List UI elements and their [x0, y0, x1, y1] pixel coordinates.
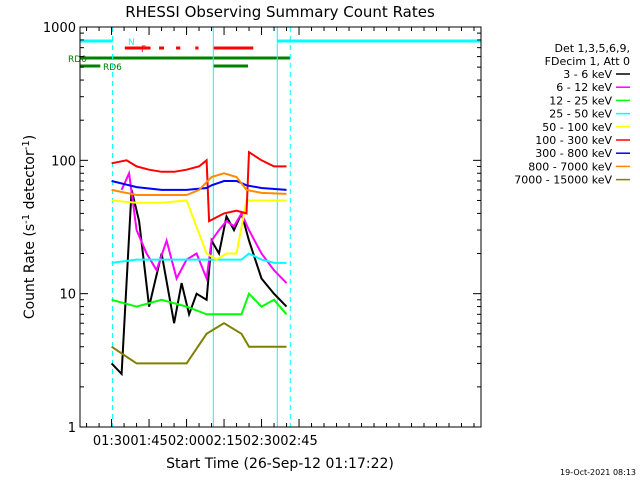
- x-tick-label: 02:15: [205, 434, 242, 449]
- x-tick-label: 01:30: [93, 434, 130, 449]
- y-axis-label-sup2: -1: [21, 140, 32, 150]
- chart-title: RHESSI Observing Summary Count Rates: [125, 3, 435, 21]
- footer-date: 19-Oct-2021 08:13: [560, 468, 636, 477]
- vertical-markers: [112, 27, 291, 427]
- y-tick-label: 1000: [43, 21, 76, 36]
- legend-label: 3 - 6 keV: [563, 68, 612, 81]
- y-tick-label: 10: [59, 288, 76, 303]
- y-tick-label: 1: [68, 421, 76, 436]
- status-label-n: N: [128, 38, 135, 48]
- series-line-800-7000-kev: [111, 172, 287, 196]
- y-axis-label-part1: Count Rate (s: [22, 224, 38, 319]
- y-axis-label-sup1: -1: [21, 214, 32, 224]
- x-axis-ticks: 01:30 01:45 02:00 02:15 02:30 02:45: [86, 27, 475, 449]
- legend-label: 100 - 300 keV: [535, 134, 612, 147]
- series-line-300-800-kev: [111, 180, 287, 191]
- status-label-rd0: RD0: [68, 55, 87, 65]
- x-axis-label: Start Time (26-Sep-12 01:17:22): [166, 456, 394, 472]
- series-line-3-6-kev: [110, 189, 288, 377]
- y-axis-ticks: 1 10 100 1000: [43, 21, 481, 436]
- legend-label: 800 - 7000 keV: [528, 160, 612, 173]
- legend-label: 300 - 800 keV: [535, 147, 612, 160]
- series-lines: [110, 150, 288, 377]
- series-line-12-25-kev: [111, 291, 288, 316]
- series-line-25-50-kev: [111, 252, 287, 264]
- series-line-50-100-kev: [111, 199, 287, 261]
- y-axis-label-part2: detector: [22, 150, 38, 214]
- legend-label: 7000 - 15000 keV: [514, 174, 612, 187]
- plot-frame: [79, 26, 482, 428]
- series-line-100-300-kev: [111, 150, 287, 223]
- x-tick-label: 02:00: [168, 434, 205, 449]
- legend: Det 1,3,5,6,9, FDecim 1, Att 0 3 - 6 keV…: [514, 42, 630, 187]
- legend-label: 12 - 25 keV: [549, 94, 612, 107]
- status-label-f: F: [141, 45, 146, 55]
- legend-header-line1: Det 1,3,5,6,9,: [554, 42, 630, 55]
- y-tick-label: 100: [51, 154, 76, 169]
- legend-label: 25 - 50 keV: [549, 108, 612, 121]
- y-axis-label: Count Rate (s-1 detector-1): [21, 135, 39, 319]
- series-line-6-12-kev: [120, 169, 288, 284]
- x-tick-label: 01:45: [130, 434, 167, 449]
- legend-label: 6 - 12 keV: [556, 81, 612, 94]
- legend-header-line2: FDecim 1, Att 0: [545, 55, 630, 68]
- x-tick-label: 02:45: [280, 434, 317, 449]
- x-tick-label: 02:30: [243, 434, 280, 449]
- y-axis-label-part3: ): [22, 135, 38, 140]
- legend-label: 50 - 100 keV: [542, 121, 612, 134]
- series-line-7000-15000-kev: [111, 322, 287, 365]
